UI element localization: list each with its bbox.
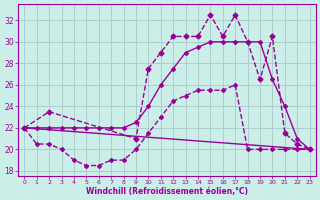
X-axis label: Windchill (Refroidissement éolien,°C): Windchill (Refroidissement éolien,°C) [86,187,248,196]
